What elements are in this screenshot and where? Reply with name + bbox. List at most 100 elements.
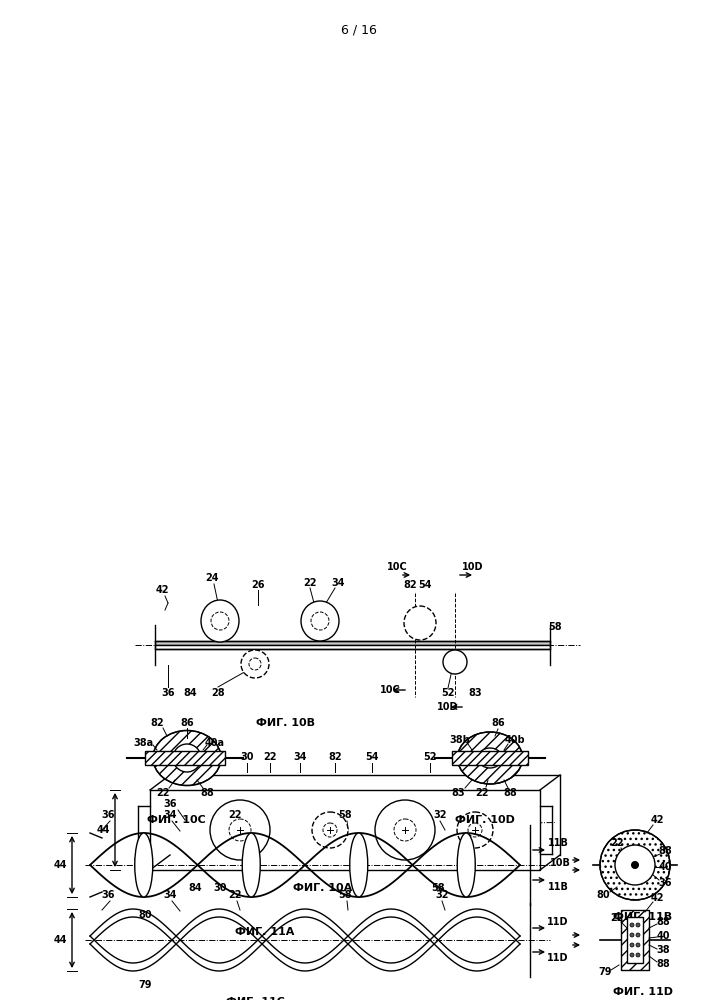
Circle shape [457, 812, 493, 848]
Text: 42: 42 [651, 815, 663, 825]
Text: 44: 44 [96, 825, 110, 835]
Text: ФИГ. 10D: ФИГ. 10D [455, 815, 515, 825]
Text: 52: 52 [423, 752, 437, 762]
Text: 80: 80 [596, 890, 610, 900]
Text: 88: 88 [200, 788, 214, 798]
Circle shape [630, 943, 634, 947]
Circle shape [636, 953, 640, 957]
Ellipse shape [478, 748, 502, 768]
Text: 42: 42 [651, 893, 663, 903]
Bar [627, 917, 643, 963]
Text: 88: 88 [656, 959, 670, 969]
Text: 22: 22 [610, 913, 624, 923]
Text: 82: 82 [150, 718, 164, 728]
Circle shape [600, 830, 670, 900]
Ellipse shape [301, 601, 339, 641]
Text: 22: 22 [475, 788, 489, 798]
Circle shape [636, 943, 640, 947]
Text: 34: 34 [293, 752, 307, 762]
Text: 10D: 10D [462, 562, 484, 572]
Text: 11D: 11D [547, 917, 569, 927]
Text: 36: 36 [658, 878, 672, 888]
Circle shape [630, 953, 634, 957]
Text: 22: 22 [303, 578, 317, 588]
Text: 22: 22 [264, 752, 276, 762]
Text: 28: 28 [211, 688, 225, 698]
Text: 36: 36 [162, 688, 174, 698]
Text: 10C: 10C [380, 685, 401, 695]
Ellipse shape [153, 730, 221, 786]
Text: 34: 34 [163, 810, 177, 820]
Text: 84: 84 [183, 688, 197, 698]
Text: 10B: 10B [549, 858, 570, 868]
Circle shape [615, 845, 655, 885]
Text: 88: 88 [658, 846, 672, 856]
Text: 22: 22 [228, 810, 242, 820]
Circle shape [632, 861, 638, 868]
Text: 10C: 10C [386, 562, 407, 572]
Ellipse shape [242, 833, 260, 897]
Text: 44: 44 [53, 935, 67, 945]
Text: 82: 82 [404, 580, 417, 590]
Text: 11B: 11B [548, 882, 569, 892]
Text: 22: 22 [228, 890, 242, 900]
Bar [452, 751, 528, 765]
Ellipse shape [457, 833, 475, 897]
Bar [155, 645, 550, 649]
Text: 40: 40 [658, 862, 672, 872]
Text: 40: 40 [656, 931, 670, 941]
Ellipse shape [457, 732, 523, 784]
Text: 36: 36 [101, 890, 115, 900]
Text: ФИГ. 11C: ФИГ. 11C [225, 997, 284, 1000]
Text: 58: 58 [338, 810, 352, 820]
Text: 83: 83 [455, 752, 469, 762]
Text: 22: 22 [610, 838, 624, 848]
Ellipse shape [404, 606, 436, 640]
Text: 54: 54 [365, 752, 379, 762]
Text: 11D: 11D [547, 953, 569, 963]
Bar [621, 910, 649, 970]
Text: 79: 79 [598, 967, 612, 977]
Ellipse shape [350, 833, 368, 897]
Text: 86: 86 [180, 718, 194, 728]
Text: 58: 58 [548, 622, 561, 632]
Text: 11B: 11B [548, 838, 569, 848]
Text: 26: 26 [251, 580, 265, 590]
Circle shape [636, 923, 640, 927]
Text: 42: 42 [155, 585, 169, 595]
Text: ФИГ. 10B: ФИГ. 10B [256, 718, 314, 728]
Text: 44: 44 [53, 860, 67, 870]
Text: 38: 38 [656, 945, 670, 955]
Circle shape [636, 933, 640, 937]
Text: 58: 58 [338, 890, 352, 900]
Text: 32: 32 [433, 810, 447, 820]
Text: 36: 36 [163, 799, 177, 809]
Text: 83: 83 [468, 688, 482, 698]
Text: 10B: 10B [133, 858, 154, 868]
Text: 79: 79 [139, 980, 151, 990]
Text: 34: 34 [331, 578, 345, 588]
Text: 38a: 38a [133, 738, 153, 748]
Bar [621, 910, 649, 970]
Text: 58: 58 [432, 883, 445, 893]
Bar [452, 751, 528, 765]
Text: 83: 83 [451, 788, 465, 798]
Text: ФИГ. 10А: ФИГ. 10А [294, 883, 353, 893]
Text: ФИГ. 11D: ФИГ. 11D [613, 987, 673, 997]
Ellipse shape [135, 833, 153, 897]
Ellipse shape [443, 650, 467, 674]
Text: ФИГ. 11B: ФИГ. 11B [613, 912, 672, 922]
Text: 36: 36 [101, 810, 115, 820]
Text: 10D: 10D [437, 702, 459, 712]
Circle shape [375, 800, 435, 860]
Bar [150, 790, 540, 870]
Circle shape [312, 812, 348, 848]
Ellipse shape [241, 650, 269, 678]
Text: ФИГ. 11А: ФИГ. 11А [236, 927, 294, 937]
Text: 86: 86 [491, 718, 505, 728]
Text: 30: 30 [213, 883, 227, 893]
Bar [145, 751, 225, 765]
Circle shape [173, 744, 201, 772]
Circle shape [210, 800, 270, 860]
Text: 80: 80 [138, 910, 151, 920]
